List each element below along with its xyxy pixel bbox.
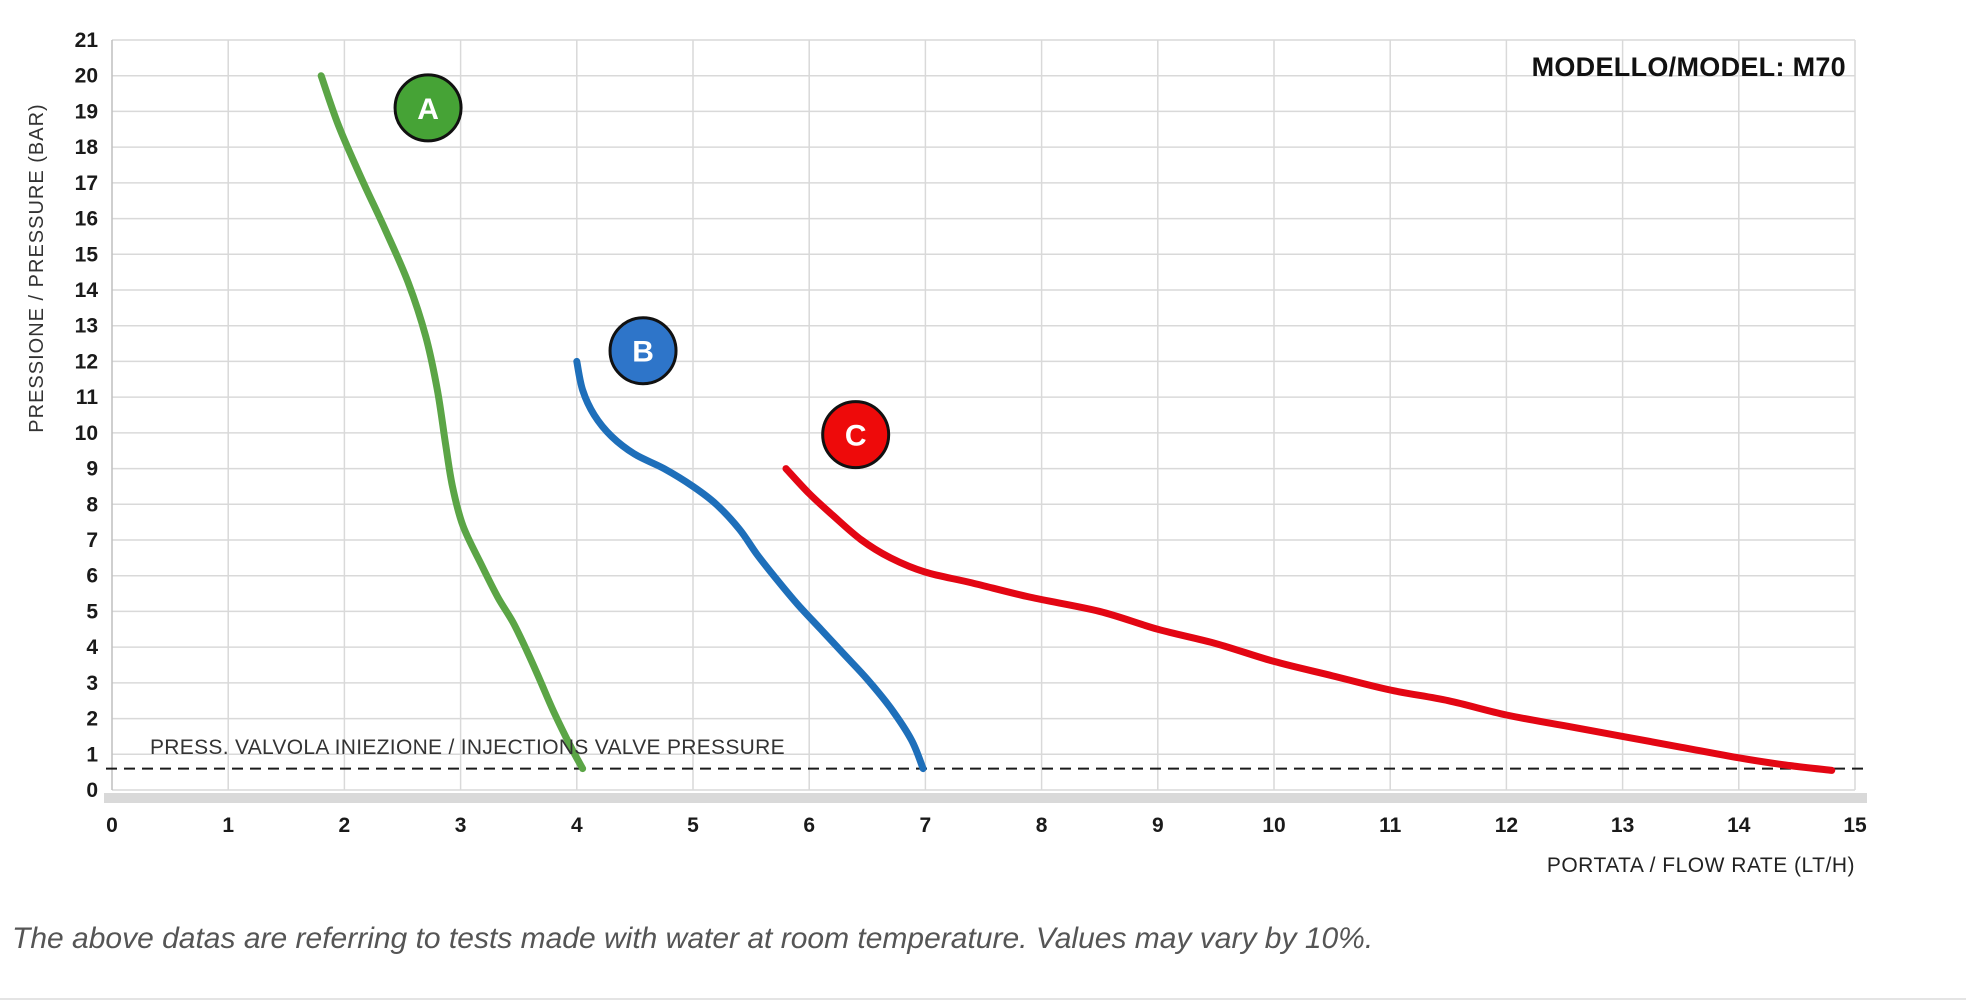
divider — [0, 998, 1966, 1000]
y-axis-label: PRESSIONE / PRESSURE (BAR) — [26, 103, 48, 433]
y-tick-label: 11 — [76, 386, 99, 409]
y-tick-label: 0 — [86, 779, 98, 802]
series-badge-A: A — [393, 73, 463, 143]
badge-circle-B — [608, 316, 678, 386]
badge-circle-C — [821, 400, 891, 470]
x-axis-band — [104, 793, 1867, 803]
y-tick-label: 15 — [75, 243, 99, 266]
curve-A — [317, 72, 587, 773]
y-tick-label: 4 — [86, 636, 98, 659]
x-tick-label: 11 — [1379, 814, 1402, 837]
y-tick-label: 16 — [75, 208, 98, 231]
x-tick-label: 15 — [1843, 814, 1867, 837]
x-tick-label: 5 — [687, 814, 699, 837]
badge-letter-A: A — [417, 93, 439, 126]
y-tick-label: 7 — [86, 529, 98, 552]
y-tick-label: 1 — [86, 743, 98, 766]
badge-letter-C: C — [845, 420, 867, 453]
y-tick-label: 14 — [75, 279, 99, 302]
chart-title: MODELLO/MODEL: M70 — [1531, 52, 1846, 82]
x-axis-label: PORTATA / FLOW RATE (LT/H) — [1546, 854, 1855, 877]
y-tick-label: 6 — [86, 565, 98, 588]
y-tick-label: 21 — [75, 29, 99, 52]
x-tick-label: 1 — [222, 814, 234, 837]
x-tick-label: 6 — [803, 814, 815, 837]
x-tick-label: 3 — [455, 814, 467, 837]
x-tick-label: 0 — [106, 814, 118, 837]
curve-C — [782, 465, 1836, 774]
curve-B — [573, 357, 927, 773]
series-badge-B: B — [608, 316, 678, 386]
y-tick-label: 18 — [75, 136, 99, 159]
y-tick-label: 12 — [75, 350, 98, 373]
x-tick-label: 12 — [1495, 814, 1518, 837]
x-tick-label: 7 — [920, 814, 932, 837]
y-tick-label: 17 — [75, 172, 98, 195]
y-tick-label: 10 — [75, 422, 98, 445]
pump-performance-chart: 0 1 2 3 4 5 6 7 8 9 10 11 12 13 14 15 16 17 18 19 20 21 0 1 2 3 4 5… — [26, 29, 1867, 877]
x-tick-label: 8 — [1036, 814, 1048, 837]
x-tick-label: 4 — [571, 814, 583, 837]
x-tick-label: 10 — [1262, 814, 1285, 837]
series-badge-C: C — [821, 400, 891, 470]
badge-circle-A — [393, 73, 463, 143]
x-tick-label: 2 — [339, 814, 351, 837]
y-tick-label: 8 — [86, 493, 98, 516]
x-tick-label: 13 — [1611, 814, 1634, 837]
injection-valve-pressure-label: PRESS. VALVOLA INIEZIONE / INJECTIONS VA… — [150, 736, 785, 759]
y-tick-label: 20 — [75, 65, 98, 88]
y-tick-label: 2 — [86, 708, 98, 731]
y-tick-label: 9 — [86, 458, 98, 481]
footnote: The above datas are referring to tests m… — [12, 922, 1374, 955]
y-tick-label: 13 — [75, 315, 98, 338]
y-tick-label: 19 — [75, 100, 98, 123]
x-tick-label: 9 — [1152, 814, 1164, 837]
y-tick-label: 5 — [86, 600, 98, 623]
y-tick-label: 3 — [86, 672, 98, 695]
x-tick-label: 14 — [1727, 814, 1751, 837]
badge-letter-B: B — [632, 336, 654, 369]
